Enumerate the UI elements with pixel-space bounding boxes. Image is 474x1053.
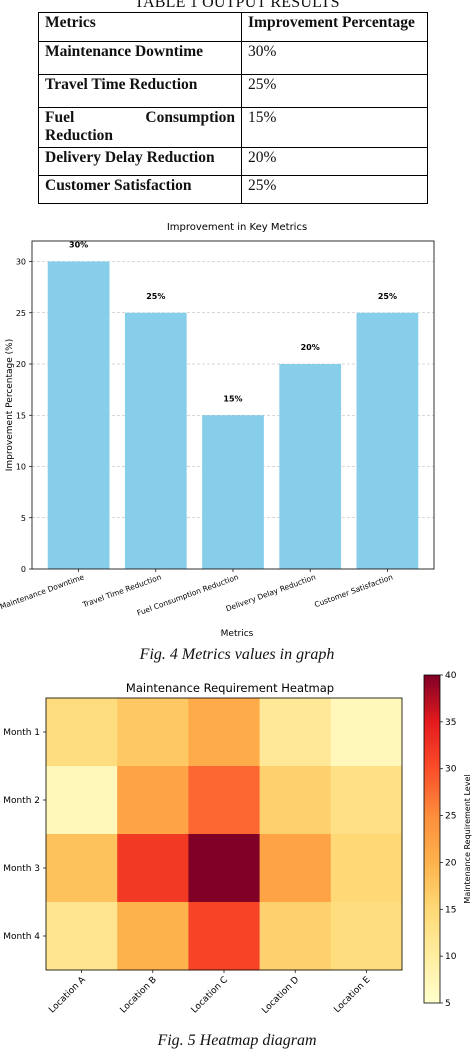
heatmap-cell — [188, 902, 261, 971]
y-axis-label: Improvement Percentage (%) — [5, 339, 15, 471]
plot-frame — [31, 240, 435, 570]
heatmap-cell — [117, 766, 189, 835]
y-tick-label: 10 — [16, 463, 26, 472]
colorbar-tick-label: 10 — [445, 952, 457, 962]
y-tick-label: 30 — [16, 258, 26, 267]
table-header-metrics: Metrics — [38, 12, 242, 42]
heatmap-cell — [188, 698, 261, 767]
metrics-table: Metrics Improvement Percentage Maintenan… — [38, 12, 428, 204]
table-cell-value: 15% — [241, 107, 428, 148]
y-tick-label: 15 — [16, 411, 26, 420]
heatmap-cell — [330, 834, 403, 903]
table-row: Maintenance Downtime 30% — [38, 41, 428, 75]
table-caption: TABLE 1 OUTPUT RESULTS — [134, 0, 340, 11]
heatmap-cell — [259, 766, 332, 835]
colorbar-tick-label: 40 — [445, 671, 457, 681]
heatmap-cell — [188, 766, 261, 835]
bar — [356, 312, 419, 569]
row-label: Month 1 — [3, 728, 40, 738]
heatmap-cell — [46, 834, 118, 903]
colorbar-tick-label: 15 — [445, 905, 456, 915]
table-cell-metric: Fuel Consumption Reduction — [38, 107, 242, 148]
column-label: Location E — [332, 975, 372, 1015]
bar — [47, 261, 110, 569]
x-tick-label: Maintenance Downtime — [0, 572, 86, 611]
column-label: Location C — [190, 975, 230, 1015]
column-label: Location B — [119, 975, 159, 1015]
x-axis-label: Metrics — [221, 629, 254, 639]
row-label: Month 3 — [3, 864, 40, 874]
bar-data-label: 15% — [223, 394, 242, 403]
y-tick-label: 0 — [21, 565, 26, 574]
heatmap-cell — [188, 834, 261, 903]
row-label: Month 4 — [3, 932, 40, 942]
heatmap-title: Maintenance Requirement Heatmap — [126, 681, 334, 695]
colorbar-tick-label: 25 — [445, 812, 456, 822]
heatmap-cell — [46, 766, 118, 835]
colorbar-tick-label: 20 — [445, 858, 457, 868]
colorbar-tick-label: 35 — [445, 718, 456, 728]
bar — [124, 312, 187, 569]
table-header-improvement: Improvement Percentage — [241, 12, 428, 42]
x-tick-label: Customer Satisfaction — [313, 572, 394, 609]
heatmap-cell — [46, 698, 118, 767]
heatmap-cell — [117, 834, 189, 903]
table-row: Delivery Delay Reduction 20% — [38, 147, 428, 176]
bar-chart: Improvement in Key Metrics Improvement P… — [0, 222, 435, 639]
heatmap-cell — [259, 834, 332, 903]
heatmap-cell — [330, 902, 403, 971]
chart-title: Improvement in Key Metrics — [167, 222, 307, 233]
heatmap-cell — [259, 902, 332, 971]
table-cell-metric: Travel Time Reduction — [38, 74, 242, 108]
bar — [202, 415, 264, 569]
heatmap-cell — [117, 698, 189, 767]
heatmap-cell — [117, 902, 189, 971]
table-row: Travel Time Reduction 25% — [38, 74, 428, 108]
column-label: Location D — [260, 975, 301, 1016]
colorbar-tick-label: 30 — [445, 765, 457, 775]
bar — [279, 364, 342, 569]
heatmap-cell — [330, 698, 403, 767]
table-cell-value: 25% — [241, 74, 428, 108]
table-cell-metric: Customer Satisfaction — [38, 175, 242, 204]
figure-5-caption: Fig. 5 Heatmap diagram — [157, 1032, 317, 1049]
table-cell-metric: Delivery Delay Reduction — [38, 147, 242, 176]
table-cell-value: 30% — [241, 41, 428, 75]
heatmap-cell — [330, 766, 403, 835]
table-row: Customer Satisfaction 25% — [38, 175, 428, 204]
heatmap-chart: Maintenance Requirement Heatmap Month 1 M… — [3, 671, 472, 1016]
table-row: Fuel Consumption Reduction 15% — [38, 107, 428, 148]
figure-4-caption: Fig. 4 Metrics values in graph — [139, 646, 335, 663]
colorbar — [423, 674, 441, 1004]
bar-data-label: 30% — [69, 241, 88, 250]
table-cell-value: 20% — [241, 147, 428, 176]
table-cell-metric: Maintenance Downtime — [38, 41, 242, 75]
y-tick-label: 5 — [21, 514, 26, 523]
table-header-row: Metrics Improvement Percentage — [38, 12, 428, 42]
colorbar-tick-label: 5 — [445, 999, 451, 1009]
row-label: Month 2 — [3, 796, 40, 806]
heatmap-cell — [46, 902, 118, 971]
bar-data-label: 25% — [146, 292, 165, 301]
y-tick-label: 25 — [16, 309, 26, 318]
colorbar-label: Maintenance Requirement Level — [463, 774, 472, 903]
column-label: Location A — [47, 974, 88, 1015]
table-cell-value: 25% — [241, 175, 428, 204]
y-tick-label: 20 — [16, 360, 26, 369]
bar-data-label: 25% — [378, 292, 397, 301]
heatmap-cell — [259, 698, 332, 767]
bar-data-label: 20% — [301, 343, 320, 352]
